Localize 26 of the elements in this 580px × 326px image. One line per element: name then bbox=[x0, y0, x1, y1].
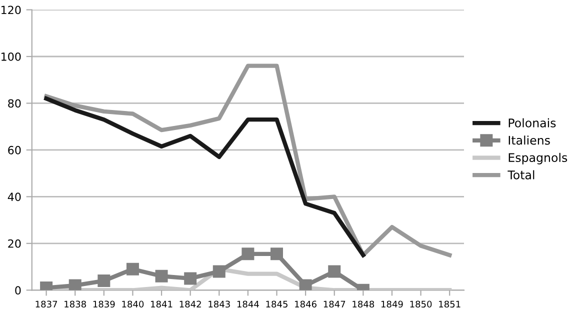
y-tick-label: 0 bbox=[15, 286, 21, 295]
y-tick-label: 40 bbox=[8, 192, 21, 202]
x-tick-label: 1850 bbox=[410, 300, 432, 308]
x-tick-label: 1839 bbox=[93, 300, 115, 308]
x-tick-label: 1849 bbox=[381, 300, 403, 308]
legend-label: Polonais bbox=[508, 118, 556, 128]
x-tick-label: 1844 bbox=[237, 300, 259, 308]
x-tick-label: 1843 bbox=[208, 300, 230, 308]
legend-label: Italiens bbox=[508, 136, 550, 145]
x-tick-label: 1840 bbox=[122, 300, 144, 308]
x-tick-label: 1851 bbox=[439, 300, 460, 308]
x-tick-label: 1845 bbox=[266, 300, 288, 308]
x-tick-label: 1841 bbox=[151, 300, 172, 308]
x-tick-label: 1846 bbox=[295, 300, 316, 308]
x-tick-label: 1847 bbox=[324, 300, 346, 308]
x-tick-label: 1837 bbox=[36, 300, 58, 308]
y-tick-label: 20 bbox=[8, 239, 21, 248]
legend-label: Espagnols bbox=[508, 152, 568, 164]
y-tick-label: 60 bbox=[8, 146, 21, 154]
x-tick-label: 1838 bbox=[64, 300, 86, 308]
y-tick-label: 120 bbox=[1, 6, 21, 14]
x-tick-label: 1848 bbox=[352, 300, 374, 308]
y-tick-label: 80 bbox=[8, 99, 21, 108]
legend-label: Total bbox=[508, 170, 534, 180]
y-tick-label: 100 bbox=[1, 52, 21, 61]
x-tick-label: 1842 bbox=[180, 300, 201, 308]
